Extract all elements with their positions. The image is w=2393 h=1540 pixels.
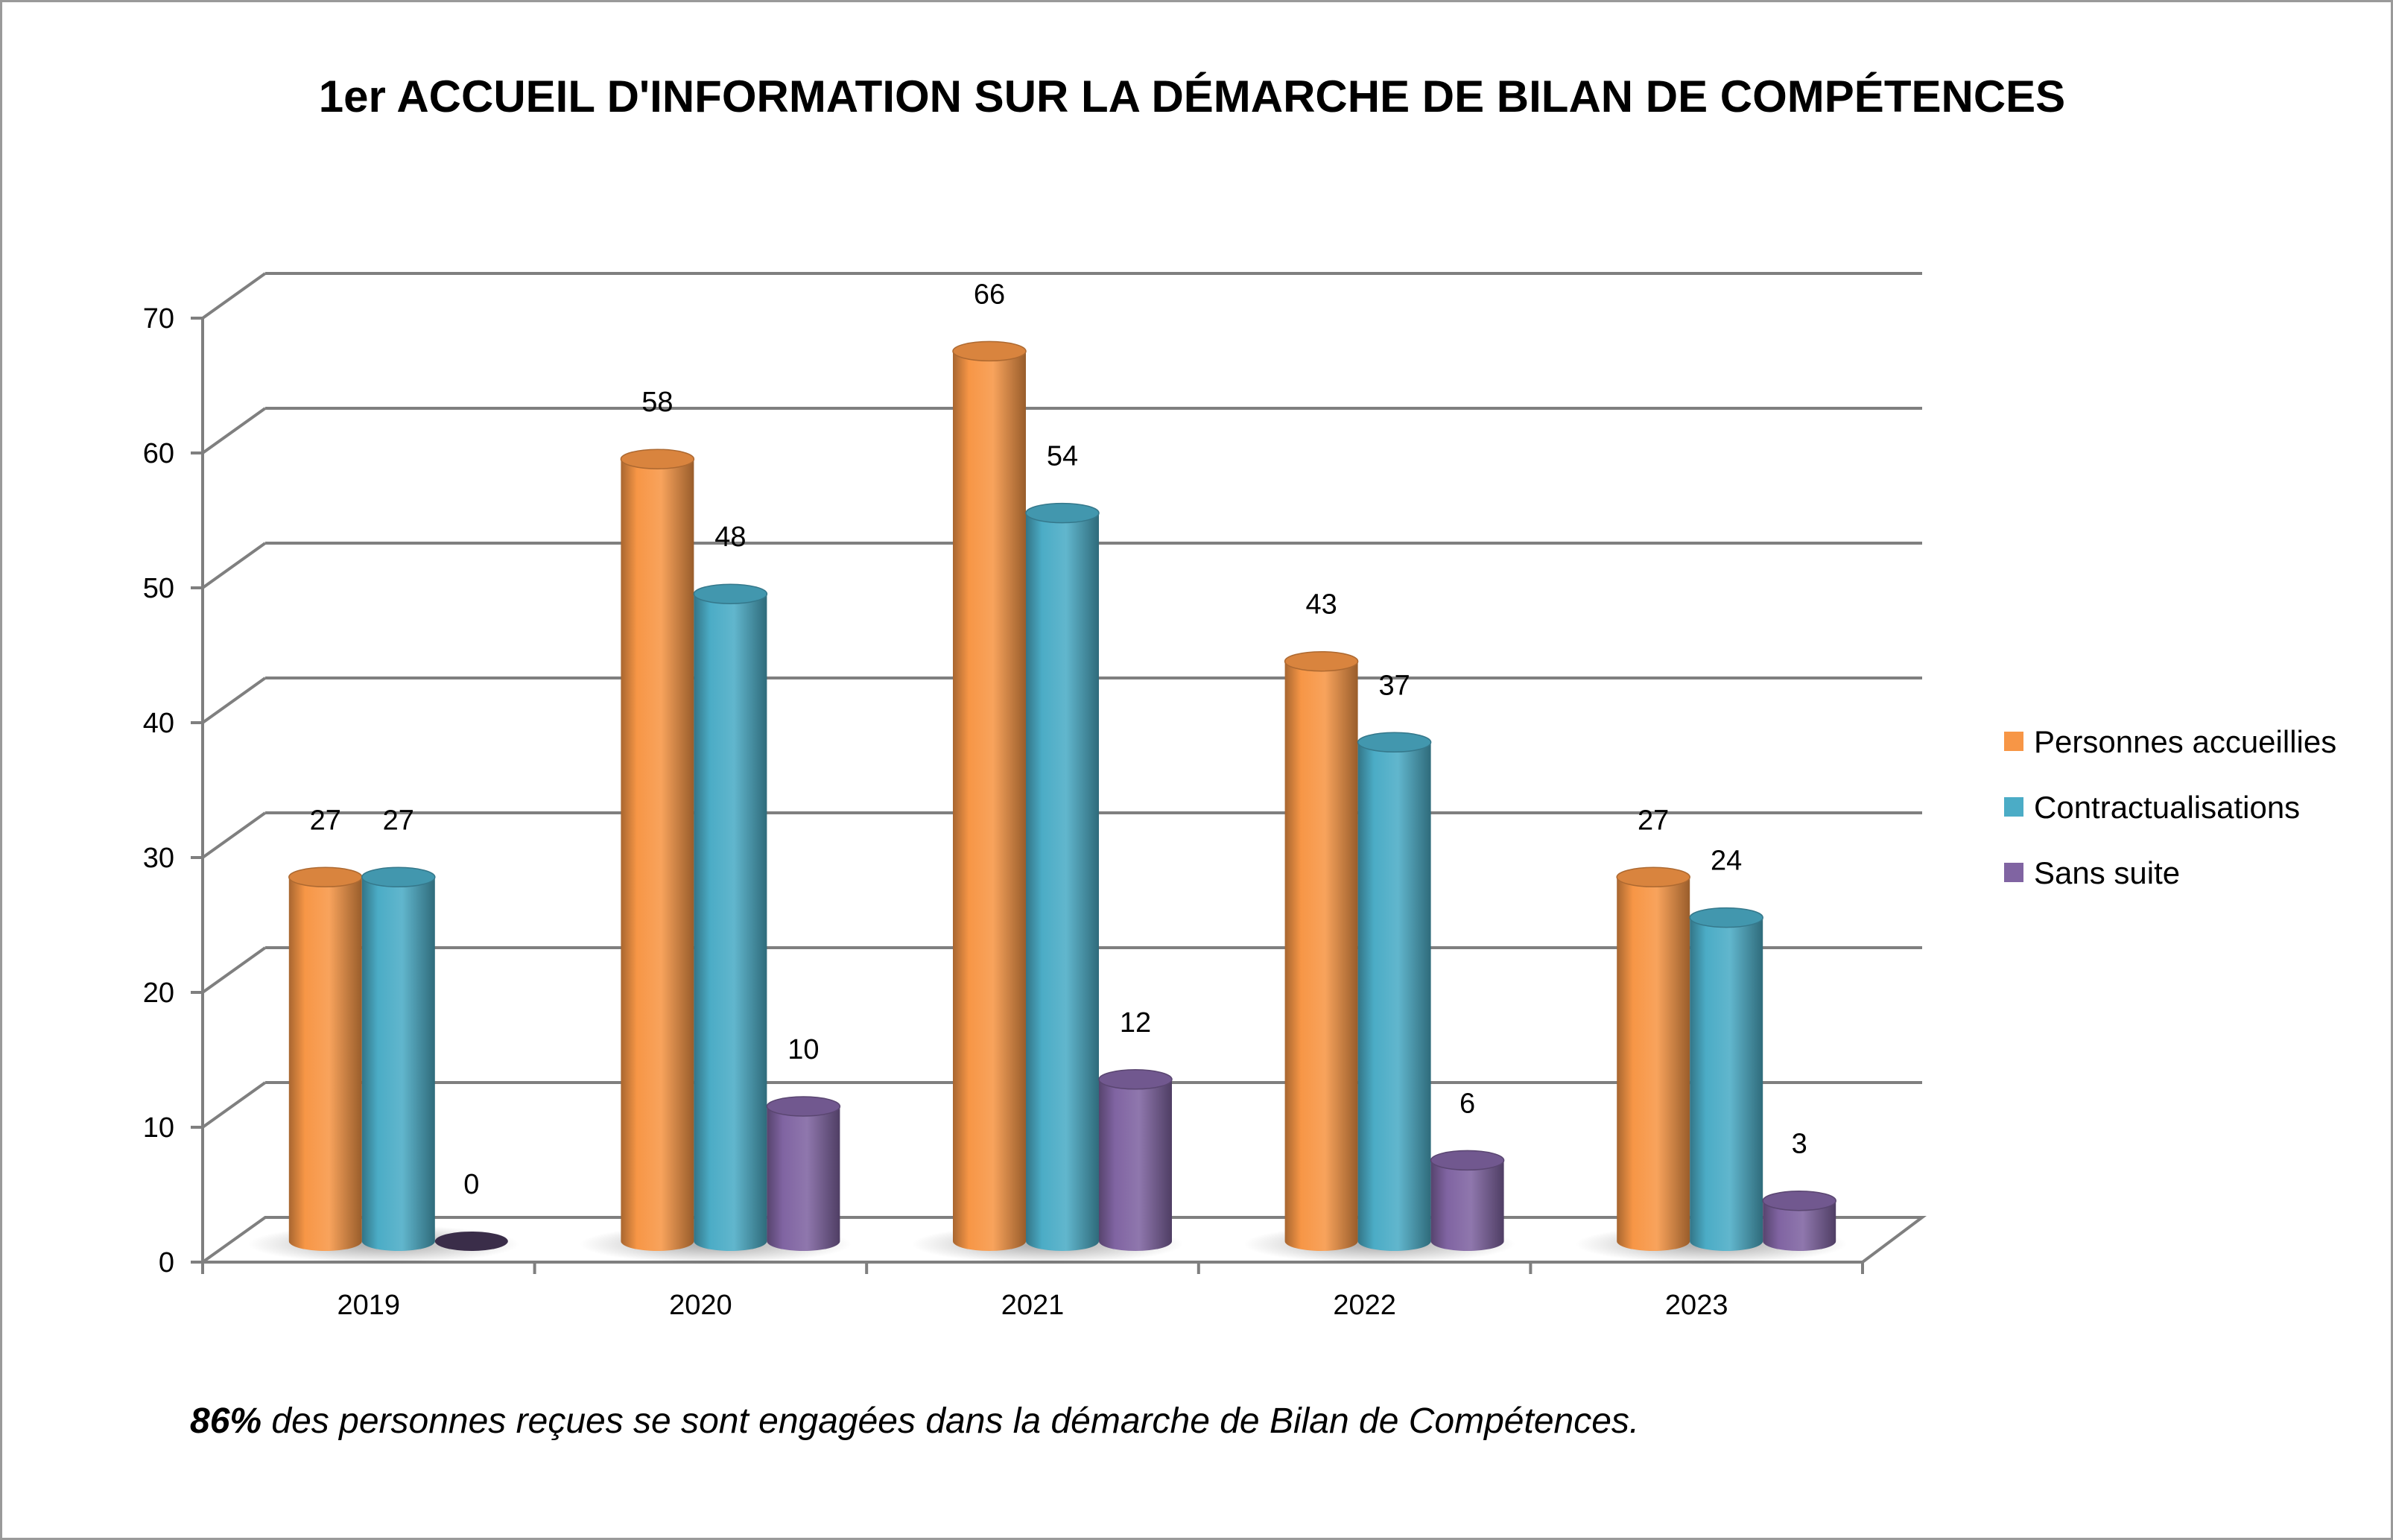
data-label: 27 — [310, 805, 341, 836]
data-label: 54 — [1047, 441, 1078, 472]
data-label: 3 — [1792, 1129, 1807, 1160]
x-tick-label: 2019 — [337, 1290, 401, 1321]
x-tick-label: 2020 — [669, 1290, 732, 1321]
data-label: 10 — [787, 1034, 819, 1065]
bar-sans-suite-2023 — [1762, 1190, 1836, 1252]
data-label: 37 — [1378, 670, 1410, 701]
bar-sans-suite-2021 — [1098, 1069, 1173, 1251]
legend-swatch — [2004, 863, 2023, 882]
data-label: 58 — [641, 387, 673, 418]
legend-swatch — [2004, 732, 2023, 751]
gridline-side — [201, 272, 267, 320]
footnote-text: des personnes reçues se sont engagées da… — [262, 1401, 1640, 1441]
gridline-side — [201, 946, 267, 994]
y-tick-label: 60 — [143, 438, 174, 469]
y-tick-label: 20 — [143, 977, 174, 1009]
gridline-side — [201, 676, 267, 724]
bar-contractualisations-2020 — [693, 583, 768, 1252]
legend-label: Contractualisations — [2034, 790, 2300, 825]
data-label: 24 — [1711, 846, 1742, 877]
y-tick-label: 40 — [143, 708, 174, 739]
footnote-emphasis: 86% — [190, 1401, 262, 1441]
gridline-side — [201, 1081, 267, 1129]
bar-contractualisations-2021 — [1025, 502, 1100, 1251]
bar-sans-suite-2020 — [766, 1096, 841, 1252]
y-tick-label: 70 — [143, 303, 174, 335]
data-label: 6 — [1459, 1088, 1475, 1119]
bar-personnes-accueillies-2021 — [952, 340, 1027, 1251]
gridline-side — [201, 407, 267, 454]
bar-contractualisations-2019 — [361, 866, 436, 1252]
data-label: 43 — [1305, 589, 1337, 621]
gridline-side — [201, 542, 267, 589]
gridline-side — [201, 811, 267, 859]
bar-contractualisations-2022 — [1357, 732, 1432, 1252]
data-label: 12 — [1120, 1007, 1151, 1039]
bar-sans-suite-2022 — [1430, 1150, 1505, 1252]
bars — [247, 340, 1848, 1264]
data-label: 66 — [974, 279, 1005, 310]
x-tick-label: 2021 — [1001, 1290, 1065, 1321]
legend: Personnes accueillies Contractualisations… — [2004, 724, 2336, 890]
bar-personnes-accueillies-2019 — [288, 866, 363, 1252]
x-tick-label: 2022 — [1333, 1290, 1396, 1321]
legend-swatch — [2004, 797, 2023, 817]
legend-label: Sans suite — [2034, 855, 2180, 890]
y-tick-label: 0 — [159, 1247, 174, 1278]
bar-personnes-accueillies-2020 — [620, 449, 695, 1252]
x-tick-label: 2023 — [1665, 1290, 1728, 1321]
bar-personnes-accueillies-2023 — [1616, 866, 1690, 1252]
y-tick-label: 50 — [143, 573, 174, 604]
bar-personnes-accueillies-2022 — [1284, 650, 1359, 1251]
chart-title: 1er ACCUEIL D'INFORMATION SUR LA DÉMARCH… — [319, 72, 2065, 121]
bar-sans-suite-2019 — [434, 1232, 508, 1251]
footnote: 86% des personnes reçues se sont engagée… — [190, 1401, 2202, 1442]
bar-contractualisations-2023 — [1689, 907, 1763, 1252]
data-label: 0 — [463, 1169, 479, 1200]
data-label: 48 — [714, 522, 746, 553]
data-label: 27 — [1638, 805, 1669, 836]
y-tick-label: 10 — [143, 1112, 174, 1144]
y-tick-label: 30 — [143, 843, 174, 874]
legend-label: Personnes accueillies — [2034, 724, 2336, 759]
data-labels: 27 27 0 58 48 10 66 54 12 43 37 6 27 24 3 — [310, 279, 1807, 1200]
data-label: 27 — [383, 805, 414, 836]
